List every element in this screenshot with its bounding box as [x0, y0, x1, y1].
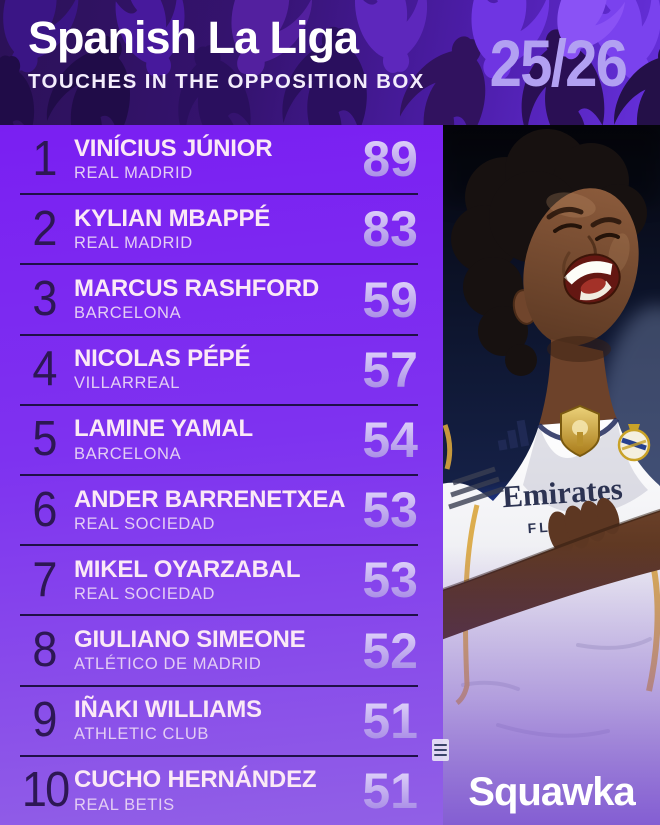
page-title: Spanish La Liga — [28, 12, 359, 63]
rank-number: 9 — [32, 693, 57, 748]
team-name: ATLÉTICO DE MADRID — [74, 655, 262, 674]
team-name: REAL MADRID — [74, 163, 193, 182]
stat-value: 89 — [362, 131, 418, 188]
player-name: IÑAKI WILLIAMS — [74, 696, 262, 724]
stat-value: 53 — [362, 482, 418, 539]
player-photo: Emirates FLY BE Squawka — [443, 125, 660, 825]
player-name: GIULIANO SIMEONE — [74, 625, 306, 653]
stat-value: 83 — [362, 201, 418, 258]
team-name: REAL SOCIEDAD — [74, 514, 216, 533]
player-name: MARCUS RASHFORD — [74, 274, 319, 302]
rank-number: 10 — [21, 763, 70, 818]
stat-value: 53 — [362, 552, 418, 609]
player-name: LAMINE YAMAL — [74, 415, 253, 443]
team-name: BARCELONA — [74, 444, 182, 463]
table-row: 5 LAMINE YAMAL BARCELONA 54 — [20, 406, 418, 477]
header: Spanish La Liga TOUCHES IN THE OPPOSITIO… — [0, 0, 660, 125]
squawka-logo: Squawka — [468, 770, 635, 814]
stat-value: 51 — [362, 762, 418, 819]
leaderboard-panel: 1 VINÍCIUS JÚNIOR REAL MADRID 89 2 KYLIA… — [0, 125, 443, 825]
stat-value: 52 — [362, 622, 418, 679]
rank-number: 4 — [32, 342, 57, 397]
stat-value: 57 — [362, 341, 418, 398]
player-name: NICOLAS PÉPÉ — [74, 345, 251, 373]
team-name: VILLARREAL — [74, 374, 180, 393]
led-board-icon — [432, 739, 449, 761]
player-name: VINÍCIUS JÚNIOR — [74, 134, 273, 162]
team-name: REAL BETIS — [74, 795, 175, 814]
table-row: 2 KYLIAN MBAPPÉ REAL MADRID 83 — [20, 195, 418, 266]
rank-number: 5 — [32, 412, 57, 467]
table-row: 4 NICOLAS PÉPÉ VILLARREAL 57 — [20, 336, 418, 406]
table-row: 1 VINÍCIUS JÚNIOR REAL MADRID 89 — [20, 125, 418, 196]
team-name: REAL SOCIEDAD — [74, 584, 216, 603]
stat-value: 51 — [362, 692, 418, 749]
table-row: 9 IÑAKI WILLIAMS ATHLETIC CLUB 51 — [20, 687, 418, 757]
player-illustration: Emirates FLY BE — [443, 125, 660, 825]
team-name: ATHLETIC CLUB — [74, 725, 209, 744]
player-name: KYLIAN MBAPPÉ — [74, 204, 271, 232]
page-subtitle: TOUCHES IN THE OPPOSITION BOX — [28, 70, 425, 94]
player-name: ANDER BARRENETXEA — [74, 485, 346, 513]
table-row: 6 ANDER BARRENETXEA REAL SOCIEDAD 53 — [20, 476, 418, 547]
stat-value: 54 — [362, 411, 418, 468]
rank-number: 2 — [32, 201, 57, 256]
team-name: BARCELONA — [74, 304, 182, 323]
rank-number: 1 — [32, 131, 57, 186]
player-name: MIKEL OYARZABAL — [74, 555, 301, 583]
team-name: REAL MADRID — [74, 233, 193, 252]
table-row: 10 CUCHO HERNÁNDEZ REAL BETIS 51 — [20, 757, 418, 825]
rank-number: 8 — [32, 623, 57, 678]
player-name: CUCHO HERNÁNDEZ — [74, 766, 317, 794]
table-row: 3 MARCUS RASHFORD BARCELONA 59 — [20, 265, 418, 336]
table-row: 8 GIULIANO SIMEONE ATLÉTICO DE MADRID 52 — [20, 616, 418, 687]
rank-number: 6 — [32, 482, 57, 537]
stat-value: 59 — [362, 271, 418, 328]
season-badge: 25/26 — [489, 26, 627, 100]
rank-number: 7 — [32, 552, 57, 607]
table-row: 7 MIKEL OYARZABAL REAL SOCIEDAD 53 — [20, 546, 418, 617]
rank-number: 3 — [32, 272, 57, 326]
